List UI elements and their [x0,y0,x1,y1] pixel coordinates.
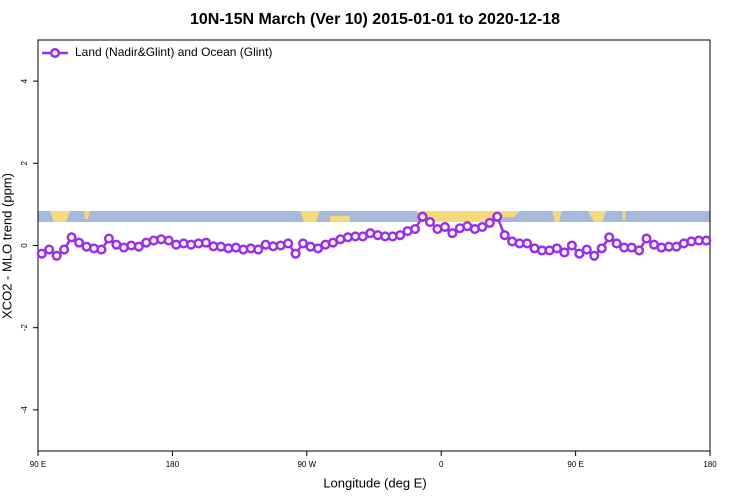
y-tick-label: -2 [20,324,29,332]
map-strip [38,211,710,222]
data-point [447,228,458,239]
x-tick-label: 90 W [297,460,316,469]
x-tick-label: 90 E [567,460,583,469]
data-point [290,248,301,259]
data-point [96,244,107,255]
data-point [439,221,450,233]
data-point [59,244,70,255]
data-point [574,248,585,259]
y-tick-label: 0 [20,243,29,248]
x-tick-label: 180 [166,460,180,469]
data-point [200,237,212,248]
data-point [51,250,62,261]
data-point [133,241,144,252]
data-point [566,240,577,251]
data-point [44,244,55,255]
data-point [551,243,562,254]
y-axis-label: XCO2 - MLO trend (ppm) [0,173,14,319]
x-axis-label: Longitude (deg E) [323,475,426,490]
data-point [66,232,77,243]
data-point [641,233,652,244]
x-tick-label: 180 [703,460,717,469]
data-point [312,243,324,254]
chart-title: 10N-15N March (Ver 10) 2015-01-01 to 202… [190,11,560,28]
y-tick-label: 4 [20,78,29,83]
legend-marker [49,47,61,59]
data-point [477,221,488,233]
y-tick-label: -4 [20,406,29,414]
data-point [581,244,592,255]
data-point [424,217,436,228]
x-tick-label: 90 E [30,460,46,469]
data-point [36,248,47,259]
data-point [499,230,510,241]
data-point [701,235,712,246]
data-point [596,243,607,254]
data-point [611,238,622,249]
data-point [634,245,645,256]
data-point [559,247,570,258]
data-point [395,230,406,241]
data-point [522,238,533,249]
data-point [410,224,421,235]
data-point [492,211,503,222]
data-point [283,238,294,249]
data-point [589,250,600,261]
data-point [417,211,428,222]
data-point [253,244,264,255]
x-tick-label: 0 [439,460,444,469]
data-point [604,232,615,243]
data-point [103,233,114,244]
data-point [484,217,495,228]
legend-label: Land (Nadir&Glint) and Ocean (Glint) [75,45,272,59]
y-tick-label: 2 [20,161,29,166]
data-point [163,235,174,246]
data-point [74,237,85,248]
